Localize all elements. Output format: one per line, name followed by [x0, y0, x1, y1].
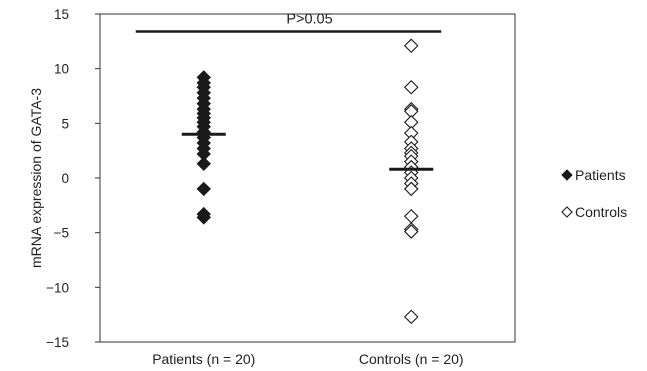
y-tick-label: −10 [46, 280, 69, 295]
y-tick-label: 15 [54, 7, 69, 22]
y-tick-label: −15 [46, 335, 69, 350]
plot-frame [99, 13, 516, 343]
y-axis-label: mRNA expression of GATA-3 [28, 88, 44, 268]
data-point [196, 181, 211, 197]
legend-label: Controls [575, 204, 627, 220]
x-category-label: Patients (n = 20) [152, 351, 255, 367]
y-tick-label: 5 [61, 116, 69, 131]
y-tick-label: 0 [61, 171, 69, 186]
data-point [403, 79, 419, 95]
data-point [403, 181, 419, 197]
legend-marker [561, 169, 573, 181]
legend-marker [561, 206, 573, 218]
y-tick-label: 10 [54, 62, 69, 77]
data-point [196, 210, 211, 225]
y-tick-label: −5 [54, 226, 69, 241]
data-point [403, 224, 419, 239]
data-point [196, 156, 211, 171]
data-point [403, 208, 419, 224]
data-point [403, 38, 419, 53]
data-point [403, 309, 419, 325]
x-category-label: Controls (n = 20) [359, 351, 464, 367]
p-value-annotation: P>0.05 [286, 11, 332, 27]
legend-label: Patients [575, 167, 626, 183]
